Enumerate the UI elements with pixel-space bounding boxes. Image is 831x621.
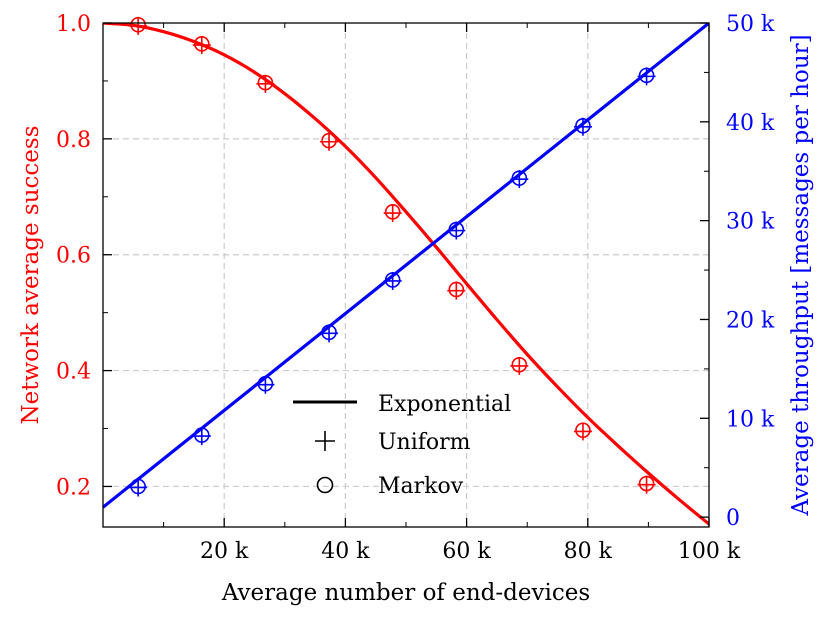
x-axis-title: Average number of end-devices — [221, 580, 590, 606]
throughput-markov-point-4 — [384, 272, 401, 288]
throughput-markov-point-2 — [257, 375, 274, 392]
right-y-tick-label-5: 50 k — [726, 12, 775, 37]
grid — [103, 23, 709, 527]
left-y-tick-label-1: 0.4 — [56, 360, 91, 385]
x-tick-label-0: 20 k — [200, 539, 249, 564]
right-y-tick-label-2: 20 k — [726, 308, 775, 333]
success-markov-point-7 — [575, 422, 591, 439]
right-y-tick-label-0: 0 — [726, 506, 740, 531]
throughput-exponential-line — [103, 23, 709, 509]
legend-label-uniform: Uniform — [378, 430, 471, 455]
right-y-tick-label-4: 40 k — [726, 111, 775, 136]
success-markov-point-6 — [511, 356, 528, 373]
left-y-tick-label-3: 0.8 — [56, 128, 91, 153]
legend: Exponential Uniform Markov — [293, 392, 511, 499]
legend-circle-swatch — [316, 476, 334, 494]
axis-ticks — [103, 22, 710, 527]
throughput-markov-point-1 — [193, 427, 210, 443]
success-markov-point-2 — [257, 74, 274, 91]
success-markov-point-0 — [130, 16, 146, 33]
legend-label-markov: Markov — [378, 474, 464, 499]
legend-label-exponential: Exponential — [378, 392, 511, 417]
right-y-tick-label-3: 30 k — [726, 210, 775, 235]
throughput-markov-point-6 — [511, 170, 528, 186]
x-tick-label-1: 40 k — [321, 539, 370, 564]
x-tick-label-2: 60 k — [442, 539, 491, 564]
left-y-tick-label-0: 0.2 — [56, 475, 91, 500]
throughput-markov-point-8 — [638, 67, 655, 84]
left-y-tick-label-4: 1.0 — [56, 12, 91, 37]
right-y-tick-label-1: 10 k — [726, 407, 775, 432]
throughput-markov-point-7 — [575, 117, 591, 134]
success-markov-point-8 — [638, 475, 655, 492]
legend-plus-swatch — [315, 431, 335, 451]
axis-tick-labels: 20 k 40 k 60 k 80 k 100 k 0.2 0.4 0.6 0.8 1.0 0 10 … — [56, 12, 775, 564]
series-markers — [129, 16, 656, 497]
left-y-tick-label-2: 0.6 — [56, 244, 91, 269]
success-markov-point-4 — [384, 204, 401, 220]
x-tick-label-3: 80 k — [564, 539, 613, 564]
success-markov-point-5 — [448, 281, 465, 298]
x-tick-label-4: 100 k — [678, 539, 741, 564]
throughput-markov-point-3 — [321, 324, 337, 341]
success-markov-point-1 — [193, 36, 210, 52]
throughput-markov-point-0 — [130, 478, 146, 495]
right-y-axis-title: Average throughput [messages per hour] — [788, 34, 814, 516]
throughput-markov-point-5 — [448, 221, 465, 238]
success-markov-point-3 — [321, 132, 337, 149]
left-y-axis-title: Network average success — [18, 125, 44, 424]
